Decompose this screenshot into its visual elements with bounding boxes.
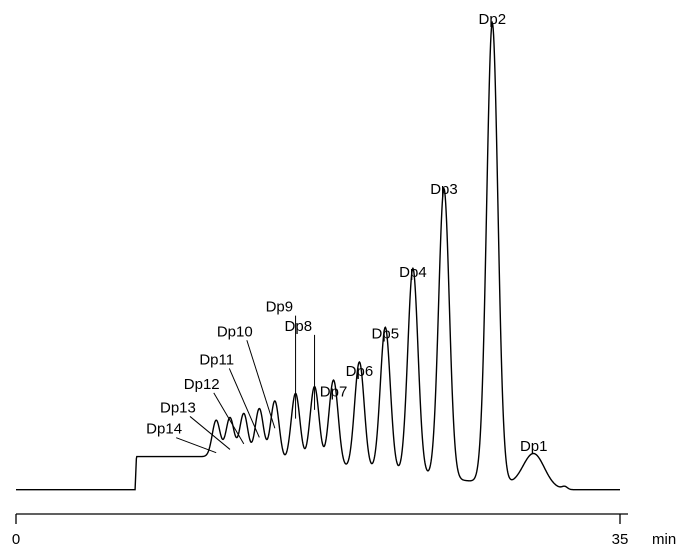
peak-label-dp7: Dp7: [320, 384, 348, 401]
peak-label-dp11: Dp11: [199, 351, 234, 368]
x-tick-label-35: 35: [612, 531, 629, 548]
peak-label-dp10: Dp10: [217, 323, 253, 340]
peak-label-dp8: Dp8: [285, 318, 313, 335]
x-ticks: 0 35: [12, 514, 629, 548]
cropped-header: [95, 0, 455, 2]
leader-line-dp10: [246, 340, 276, 429]
peak-label-dp6: Dp6: [346, 363, 374, 380]
leader-line-dp12: [213, 392, 245, 445]
peak-label-dp5: Dp5: [372, 326, 400, 343]
peak-label-dp3: Dp3: [430, 181, 458, 198]
chromatogram-trace: [16, 20, 620, 491]
peak-label-dp9: Dp9: [266, 299, 294, 316]
leader-line-dp13: [189, 416, 231, 450]
peak-label-dp2: Dp2: [479, 11, 507, 28]
leader-lines: [176, 315, 316, 454]
peak-label-dp4: Dp4: [399, 264, 427, 281]
peak-labels: Dp14 Dp13 Dp12 Dp11 Dp10 Dp9 Dp8 Dp7 Dp6 Dp5 Dp4 Dp…: [146, 11, 547, 455]
x-tick-label-0: 0: [12, 531, 20, 548]
peak-label-dp14: Dp14: [146, 421, 182, 438]
peak-label-dp1: Dp1: [520, 438, 548, 455]
leader-line-dp11: [228, 368, 260, 438]
peak-label-dp13: Dp13: [160, 399, 196, 416]
leader-line-dp14: [176, 437, 217, 454]
x-axis-label: min: [652, 531, 676, 548]
peak-label-dp12: Dp12: [184, 376, 220, 393]
